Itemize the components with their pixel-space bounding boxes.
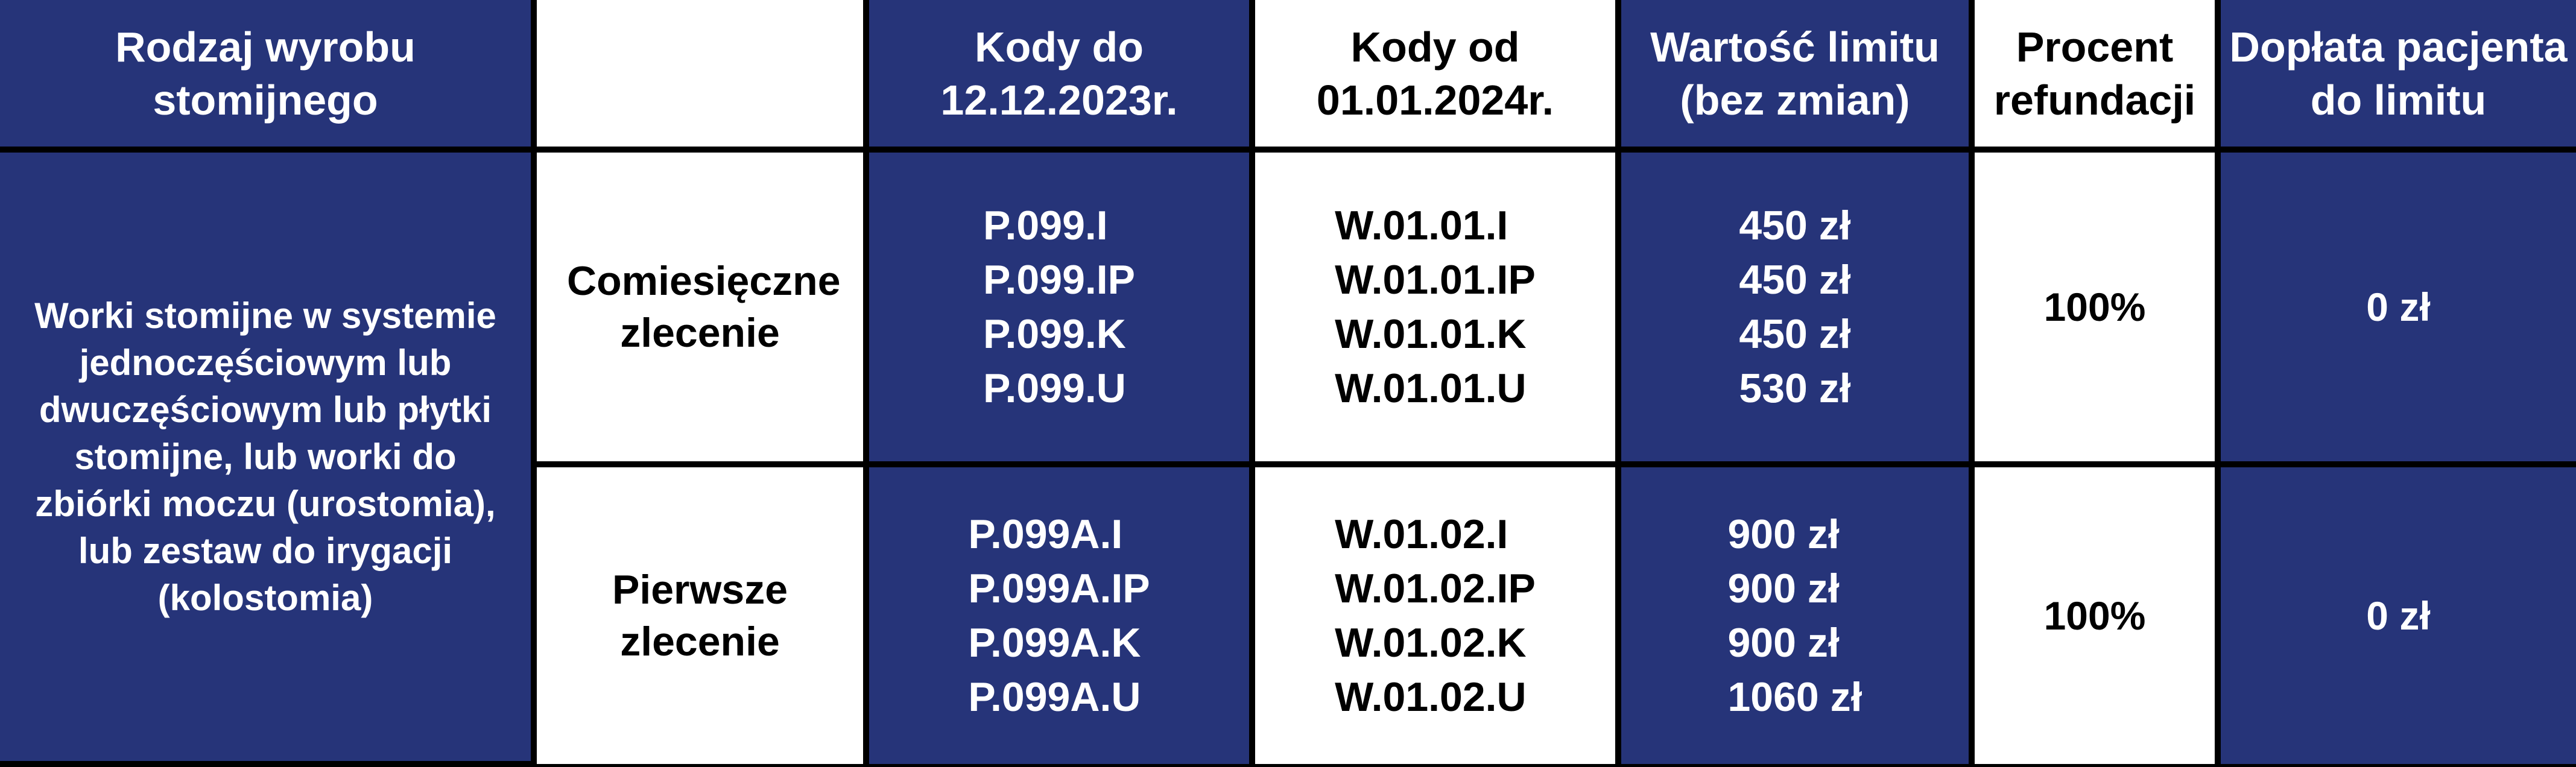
code: P.099.I <box>983 203 1108 248</box>
header-row: Rodzaj wyrobu stomijnego Kody do 12.12.2… <box>0 0 2576 153</box>
table-row: Pierwsze zlecenie P.099A.I P.099A.IP P.0… <box>0 461 2576 764</box>
table-row: Worki stomijne w systemie jednoczęściowy… <box>0 147 2576 767</box>
limit: 450 zł <box>1739 203 1851 248</box>
code: W.01.02.I <box>1335 511 1508 557</box>
code: W.01.01.K <box>1335 311 1527 357</box>
patient-copay: 0 zł <box>2215 147 2576 467</box>
header-new-codes: Kody od 01.01.2024r. <box>1249 0 1621 153</box>
order-type: Comiesięczne zlecenie <box>531 147 869 467</box>
header-patient-copay: Dopłata pacjenta do limitu <box>2215 0 2576 153</box>
limit: 1060 zł <box>1727 674 1862 720</box>
refund-percent: 100% <box>1969 461 2221 764</box>
limit-values: 450 zł 450 zł 450 zł 530 zł <box>1615 147 1975 467</box>
code: P.099A.I <box>968 511 1123 557</box>
code: W.01.01.I <box>1335 203 1508 248</box>
header-order-type <box>531 0 869 153</box>
old-codes: P.099A.I P.099A.IP P.099A.K P.099A.U <box>863 461 1255 764</box>
code: W.01.01.IP <box>1335 257 1536 303</box>
old-codes: P.099.I P.099.IP P.099.K P.099.U <box>863 147 1255 467</box>
limit-values: 900 zł 900 zł 900 zł 1060 zł <box>1615 461 1975 764</box>
product-type-cell: Worki stomijne w systemie jednoczęściowy… <box>0 147 537 767</box>
limit: 450 zł <box>1739 311 1851 357</box>
code: W.01.02.IP <box>1335 566 1536 611</box>
code: W.01.02.U <box>1335 674 1527 720</box>
code: P.099A.U <box>968 674 1141 720</box>
patient-copay: 0 zł <box>2215 461 2576 764</box>
code: P.099.K <box>983 311 1126 357</box>
code: P.099.IP <box>983 257 1136 303</box>
code: P.099A.IP <box>968 566 1150 611</box>
limit: 900 zł <box>1727 620 1840 666</box>
limit: 900 zł <box>1727 566 1840 611</box>
new-codes: W.01.02.I W.01.02.IP W.01.02.K W.01.02.U <box>1249 461 1621 764</box>
header-old-codes: Kody do 12.12.2023r. <box>863 0 1255 153</box>
limit: 530 zł <box>1739 365 1851 411</box>
code: P.099.U <box>983 365 1126 411</box>
code: W.01.02.K <box>1335 620 1527 666</box>
code: W.01.01.U <box>1335 365 1527 411</box>
code: P.099A.K <box>968 620 1141 666</box>
header-refund-percent: Procent refundacji <box>1969 0 2221 153</box>
refund-percent: 100% <box>1969 147 2221 467</box>
header-limit-value: Wartość limitu (bez zmian) <box>1615 0 1975 153</box>
limit: 900 zł <box>1727 511 1840 557</box>
new-codes: W.01.01.I W.01.01.IP W.01.01.K W.01.01.U <box>1249 147 1621 467</box>
limit: 450 zł <box>1739 257 1851 303</box>
order-type: Pierwsze zlecenie <box>534 461 869 764</box>
header-product-type: Rodzaj wyrobu stomijnego <box>0 0 537 153</box>
